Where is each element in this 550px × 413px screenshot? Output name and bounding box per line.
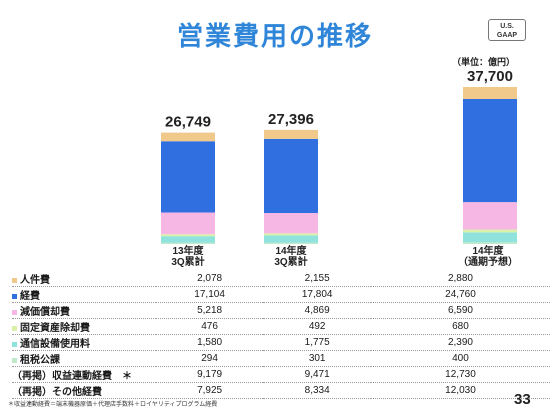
unit-note: （単位：億円）	[452, 57, 516, 67]
table-row: 通信設備使用料 1,580 1,775 2,390	[12, 334, 550, 351]
table-row: （再掲）その他経費 7,925 8,334 12,030	[12, 382, 550, 399]
legend-swatch	[12, 293, 17, 299]
row-label-cell: 経費	[12, 286, 156, 303]
row-label: 通信設備使用料	[20, 339, 90, 350]
column-header-3-line1: 14年度	[472, 246, 504, 257]
row-label-cell: 通信設備使用料	[12, 334, 156, 351]
row-label: 減価償却費	[20, 307, 70, 318]
bar-segment	[264, 242, 318, 244]
cell-value: 5,218	[155, 302, 264, 319]
row-label-cell: 租税公課	[12, 350, 156, 367]
row-label-cell: （再掲）その他経費	[12, 382, 156, 399]
cell-value: 400	[370, 350, 550, 367]
table-row: 租税公課 294 301 400	[12, 350, 550, 367]
bar-segment	[161, 132, 215, 142]
cell-value: 24,760	[370, 286, 550, 303]
row-label: 租税公課	[20, 355, 60, 366]
row-label: （再掲）その他経費	[12, 387, 102, 398]
column-header-1-line1: 13年度	[172, 246, 204, 257]
column-header-3: 14年度 （通期予想）	[453, 246, 523, 268]
badge-line1: U.S.	[500, 23, 514, 30]
cell-value: 6,590	[370, 302, 550, 319]
table-row: （再掲）収益連動経費 ＊ 9,179 9,471 12,730	[12, 366, 550, 383]
bar-total-label: 27,396	[268, 111, 314, 128]
bar-segment	[463, 229, 517, 233]
bar-segment	[161, 141, 215, 213]
cell-value: 492	[263, 318, 371, 335]
cell-value: 476	[155, 318, 264, 335]
bar-segment	[161, 234, 215, 237]
row-label-cell: 減価償却費	[12, 302, 156, 319]
cell-value: 2,078	[155, 271, 264, 287]
bar-segment	[463, 242, 517, 244]
page-number: 33	[514, 391, 531, 408]
column-header-2: 14年度 3Q累計	[256, 246, 326, 268]
bar-segment	[161, 212, 215, 235]
cell-value: 17,104	[155, 286, 264, 303]
data-table: 人件費 2,078 2,155 2,880 経費 17,104 17,804 24,760 減価…	[12, 271, 550, 399]
cell-value: 12,030	[370, 382, 550, 399]
column-header-2-line2: 3Q累計	[274, 257, 308, 268]
bar-segment	[161, 236, 215, 243]
stacked-bar-chart: 26,749 27,396 37,700	[161, 68, 517, 244]
table-row: 経費 17,104 17,804 24,760	[12, 286, 550, 303]
bar-segment	[161, 242, 215, 244]
row-label: 人件費	[20, 275, 50, 286]
column-header-1: 13年度 3Q累計	[153, 246, 223, 268]
cell-value: 294	[155, 350, 264, 367]
cell-value: 1,775	[263, 334, 371, 351]
table-row: 人件費 2,078 2,155 2,880	[12, 271, 550, 287]
row-label-cell: 人件費	[12, 271, 156, 287]
bar-segment	[264, 235, 318, 243]
bar-segment	[463, 232, 517, 243]
legend-swatch	[12, 325, 17, 331]
bar-total-label: 26,749	[165, 114, 211, 131]
cell-value: 4,869	[263, 302, 371, 319]
table-row: 減価償却費 5,218 4,869 6,590	[12, 302, 550, 319]
cell-value: 9,471	[263, 366, 371, 383]
bar-segment	[264, 138, 318, 214]
row-label-cell: 固定資産除却費	[12, 318, 156, 335]
table-row: 固定資産除却費 476 492 680	[12, 318, 550, 335]
cell-value: 8,334	[263, 382, 371, 399]
badge-line2: GAAP	[496, 32, 518, 39]
column-header-3-line2: （通期予想）	[458, 257, 518, 268]
bar-total-label: 37,700	[467, 68, 513, 85]
legend-swatch	[12, 341, 17, 347]
cell-value: 7,925	[155, 382, 264, 399]
row-label-cell: （再掲）収益連動経費 ＊	[12, 366, 156, 383]
bar-segment	[264, 213, 318, 234]
row-label: 経費	[20, 291, 40, 302]
footnote: ＊収益連動経費＝端末機器原価＋代理店手数料＋ロイヤリティプログラム経費	[8, 402, 218, 408]
bar-segment	[264, 233, 318, 236]
us-gaap-badge: U.S. GAAP	[488, 19, 526, 41]
cell-value: 2,155	[263, 271, 371, 287]
page-title: 営業費用の推移	[176, 21, 373, 51]
bar-segment	[264, 129, 318, 139]
row-label: 固定資産除却費	[20, 323, 90, 334]
cell-value: 1,580	[155, 334, 264, 351]
bar-segment	[463, 202, 517, 230]
column-header-1-line2: 3Q累計	[171, 257, 205, 268]
cell-value: 680	[370, 318, 550, 335]
legend-swatch	[12, 277, 17, 283]
cell-value: 2,880	[370, 271, 550, 287]
cell-value: 12,730	[370, 366, 550, 383]
cell-value: 2,390	[370, 334, 550, 351]
legend-swatch	[12, 357, 17, 363]
legend-swatch	[12, 309, 17, 315]
row-label: （再掲）収益連動経費 ＊	[12, 371, 132, 382]
column-header-2-line1: 14年度	[275, 246, 307, 257]
cell-value: 301	[263, 350, 371, 367]
bar-segment	[463, 87, 517, 99]
bar-segment	[463, 98, 517, 203]
cell-value: 9,179	[155, 366, 264, 383]
cell-value: 17,804	[263, 286, 371, 303]
